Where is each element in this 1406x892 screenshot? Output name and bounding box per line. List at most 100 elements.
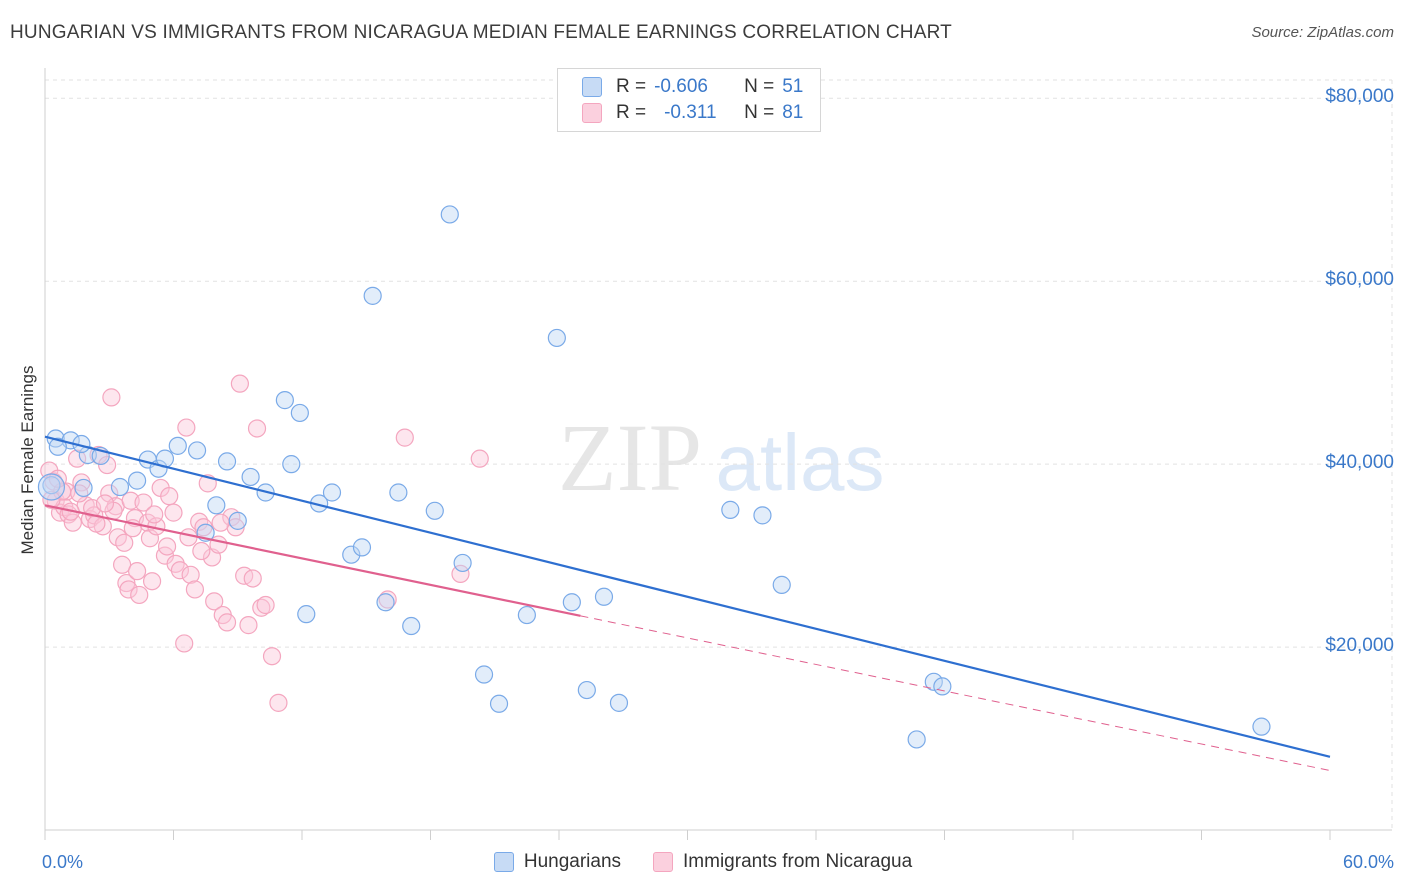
- point-hungarians: [924, 672, 943, 691]
- point-hungarians: [389, 483, 408, 502]
- point-hungarians: [127, 471, 147, 490]
- point-hungarians: [168, 436, 187, 455]
- point-nicaragua: [378, 590, 397, 609]
- point-nicaragua: [145, 505, 164, 524]
- n-label: N =: [744, 102, 775, 123]
- point-hungarians: [425, 501, 444, 520]
- point-nicaragua: [247, 419, 267, 438]
- point-hungarians: [402, 616, 421, 636]
- point-nicaragua: [177, 418, 196, 437]
- point-hungarians: [282, 455, 301, 474]
- correlation-legend: R = -0.606 N = 51 R = -0.311 N = 81: [557, 68, 821, 132]
- point-hungarians: [440, 205, 459, 224]
- y-tick-label: $40,000: [1325, 452, 1394, 474]
- point-nicaragua: [217, 613, 237, 632]
- point-nicaragua: [160, 487, 179, 506]
- legend-label-hungarians: Hungarians: [523, 851, 622, 872]
- legend-label-nicaragua: Immigrants from Nicaragua: [683, 851, 913, 872]
- point-nicaragua: [269, 693, 288, 712]
- point-nicaragua: [112, 555, 132, 574]
- point-hungarians: [110, 477, 130, 497]
- series-legend: Hungarians Immigrants from Nicaragua: [0, 851, 1406, 873]
- point-nicaragua: [243, 569, 262, 588]
- point-hungarians: [453, 553, 472, 573]
- point-nicaragua: [175, 634, 194, 653]
- point-nicaragua: [134, 493, 153, 512]
- point-nicaragua: [63, 513, 82, 532]
- point-nicaragua: [68, 449, 87, 468]
- point-nicaragua: [256, 595, 275, 615]
- point-hungarians: [517, 605, 536, 625]
- legend-row-nicaragua: R = -0.311 N = 81: [582, 101, 803, 125]
- legend-swatch-nicaragua: [653, 852, 674, 872]
- point-nicaragua: [102, 388, 121, 407]
- legend-row-hungarians: R = -0.606 N = 51: [582, 75, 803, 99]
- point-nicaragua: [130, 585, 149, 605]
- point-hungarians: [48, 437, 67, 456]
- axes: [44, 68, 1392, 840]
- point-hungarians: [547, 328, 566, 348]
- point-hungarians: [74, 478, 93, 498]
- point-hungarians: [241, 467, 260, 487]
- x-tick-label-min: 0.0%: [42, 852, 84, 872]
- point-hungarians: [933, 677, 952, 696]
- r-label: R =: [616, 102, 647, 123]
- point-hungarians: [342, 545, 361, 564]
- n-value-hungarians: 51: [782, 76, 804, 97]
- point-nicaragua: [185, 580, 205, 599]
- point-hungarians: [753, 506, 772, 525]
- chart-source: Source: ZipAtlas.com: [1251, 24, 1394, 41]
- r-value-nicaragua: -0.311: [664, 102, 717, 123]
- series-nicaragua: [40, 374, 489, 712]
- point-nicaragua: [230, 374, 249, 393]
- point-nicaragua: [142, 572, 162, 591]
- point-nicaragua: [119, 580, 138, 599]
- point-nicaragua: [209, 535, 228, 554]
- n-value-nicaragua: 81: [782, 102, 804, 123]
- watermark-zip: ZIP: [558, 404, 702, 511]
- legend-item-nicaragua[interactable]: Immigrants from Nicaragua: [653, 851, 912, 873]
- series-hungarians: [37, 205, 1271, 749]
- n-label: N =: [744, 76, 775, 97]
- point-nicaragua: [95, 494, 115, 513]
- point-nicaragua: [262, 647, 282, 666]
- y-tick-label: $20,000: [1325, 635, 1394, 657]
- point-nicaragua: [157, 537, 177, 556]
- trend-line-nicaragua-extension: [580, 615, 1331, 772]
- swatch-nicaragua: [582, 103, 602, 123]
- point-hungarians: [721, 500, 740, 519]
- point-nicaragua: [205, 592, 224, 611]
- swatch-hungarians: [582, 77, 602, 97]
- point-hungarians: [207, 496, 226, 515]
- legend-item-hungarians[interactable]: Hungarians: [493, 851, 622, 873]
- point-hungarians: [907, 730, 926, 749]
- trend-lines: [44, 435, 1331, 772]
- point-hungarians: [275, 391, 294, 410]
- point-hungarians: [297, 605, 316, 624]
- point-nicaragua: [192, 541, 211, 561]
- point-nicaragua: [164, 503, 183, 522]
- point-hungarians-large: [37, 473, 66, 501]
- point-hungarians: [577, 680, 596, 700]
- r-label: R =: [616, 76, 647, 97]
- point-hungarians: [489, 694, 509, 713]
- point-hungarians: [363, 286, 382, 305]
- point-hungarians: [217, 452, 237, 471]
- point-hungarians: [609, 693, 629, 712]
- point-hungarians: [474, 665, 494, 684]
- point-nicaragua: [181, 565, 200, 584]
- x-tick-label-max: 60.0%: [1342, 852, 1394, 872]
- point-nicaragua: [395, 428, 414, 447]
- point-hungarians: [1252, 717, 1271, 736]
- point-hungarians: [187, 441, 207, 460]
- point-hungarians: [594, 587, 614, 606]
- point-nicaragua: [470, 449, 489, 468]
- point-nicaragua: [179, 528, 198, 547]
- point-nicaragua: [170, 561, 190, 580]
- point-hungarians: [228, 511, 247, 530]
- point-hungarians: [352, 538, 372, 557]
- legend-swatch-hungarians: [493, 852, 514, 872]
- point-nicaragua: [127, 562, 147, 581]
- point-nicaragua: [451, 564, 470, 584]
